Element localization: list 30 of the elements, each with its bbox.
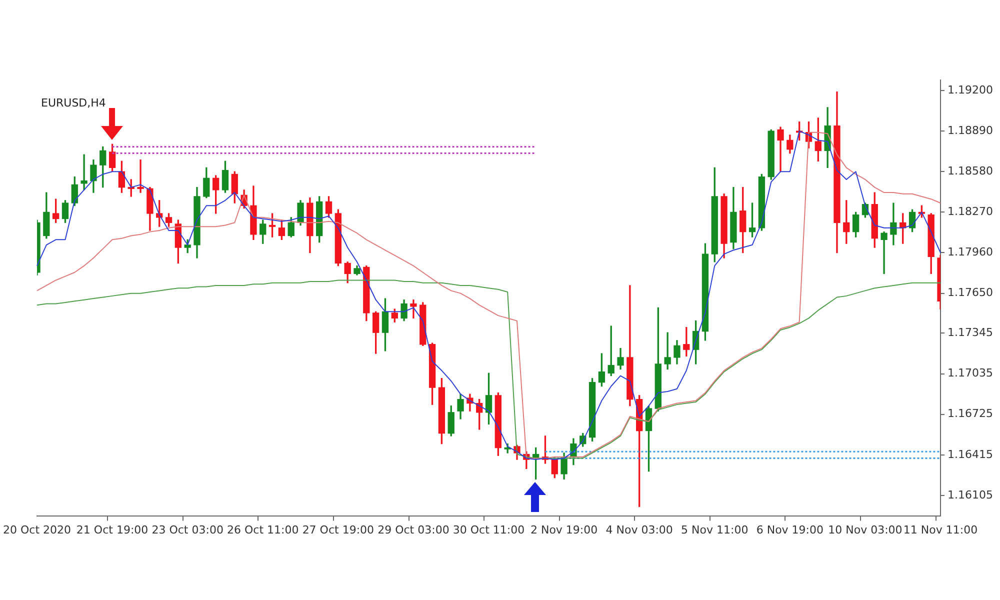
candlestick — [880, 231, 888, 274]
x-tick-label: 23 Oct 03:00 — [152, 523, 224, 536]
text: EURUSD,H4 — [41, 96, 106, 110]
x-tick-label: 27 Oct 19:00 — [302, 523, 374, 536]
y-tick-label: 1.17345 — [948, 326, 994, 340]
y-tick-label: 1.18270 — [948, 205, 994, 218]
y-tick-label: 1.18890 — [948, 124, 994, 137]
y-tick-label: 1.16415 — [948, 448, 994, 461]
y-tick-label: 1.18580 — [948, 164, 994, 178]
y-tick-label: 1.17035 — [948, 366, 994, 380]
x-tick-label: 26 Oct 11:00 — [227, 523, 299, 536]
x-tick-label: 6 Nov 19:00 — [756, 523, 824, 536]
candlestick — [410, 300, 417, 319]
candlestick — [80, 154, 88, 190]
y-tick-label: 1.17960 — [948, 246, 994, 259]
x-tick-label: 10 Nov 03:00 — [828, 523, 902, 536]
x-tick-label: 4 Nov 03:00 — [606, 523, 673, 536]
x-tick-label: 2 Nov 19:00 — [530, 523, 598, 536]
x-tick-label: 29 Oct 03:00 — [378, 523, 450, 536]
x-tick-label: 20 Oct 2020 — [2, 523, 72, 536]
y-tick-label: 1.16105 — [948, 488, 994, 502]
y-tick-label: 1.19200 — [948, 83, 994, 96]
y-tick-label: 1.16725 — [948, 407, 994, 420]
candlestick — [664, 332, 671, 370]
x-tick-label: 21 Oct 19:00 — [76, 523, 148, 536]
x-tick-label: 11 Nov 11:00 — [903, 523, 978, 536]
x-tick-label: 5 Nov 11:00 — [681, 523, 748, 536]
x-tick-label: 30 Oct 11:00 — [452, 523, 525, 536]
y-tick-label: 1.17650 — [948, 286, 994, 300]
candlestick — [137, 160, 144, 193]
